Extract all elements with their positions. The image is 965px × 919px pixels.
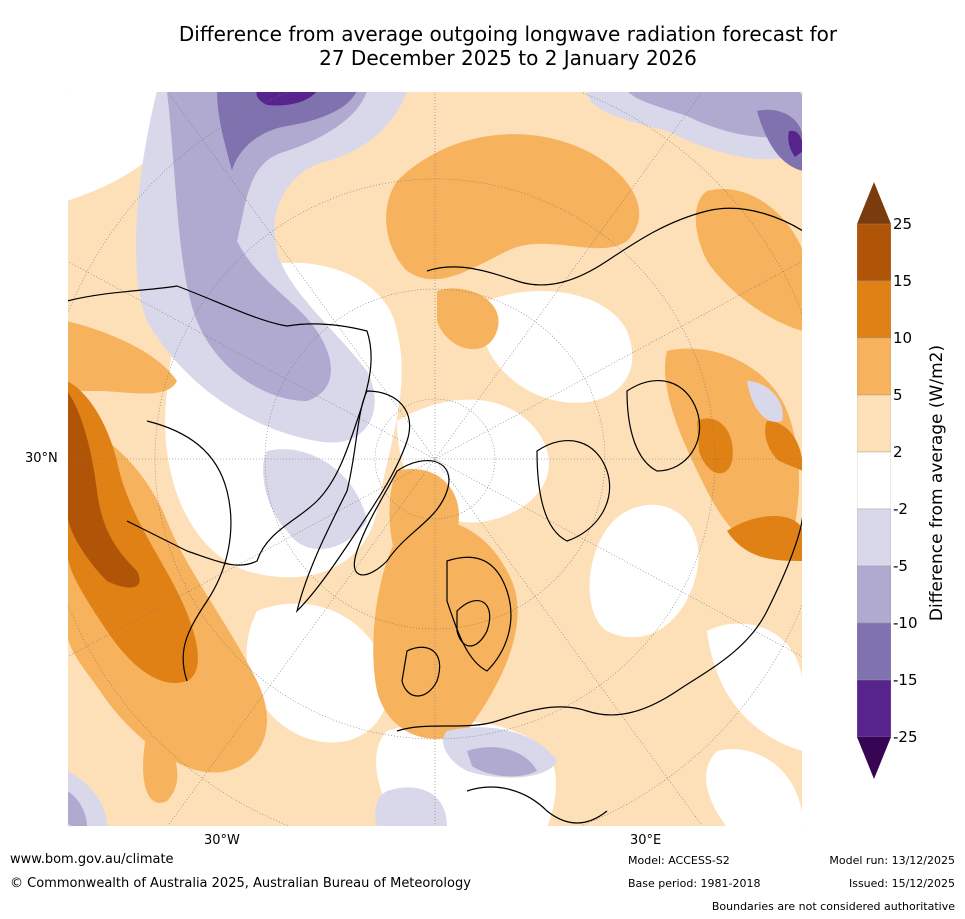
positive-15-25-regions xyxy=(67,391,140,588)
colorbar-tick-label: 2 xyxy=(893,443,903,461)
lon-label-30w: 30°W xyxy=(204,833,240,848)
disclaimer-text: Boundaries are not considered authoritat… xyxy=(711,900,955,913)
colorbar-bin xyxy=(857,337,891,396)
issued-text: Issued: 15/12/2025 xyxy=(848,877,955,890)
colorbar-bin xyxy=(857,280,891,339)
colorbar xyxy=(857,182,891,779)
colorbar-segments xyxy=(857,182,891,779)
colorbar-tick-label: -10 xyxy=(893,614,918,632)
coastlines xyxy=(67,207,803,824)
negative-15-25-regions xyxy=(256,91,803,157)
colorbar-title: Difference from average (W/m2) xyxy=(927,344,947,622)
colorbar-bin xyxy=(857,223,891,282)
colorbar-bin xyxy=(857,451,891,510)
map-frame xyxy=(67,91,803,827)
colorbar-bin xyxy=(857,622,891,681)
colorbar-extension-bottom xyxy=(857,737,891,779)
colorbar-bin xyxy=(857,679,891,738)
website-link[interactable]: www.bom.gov.au/climate xyxy=(10,852,174,867)
lat-label-30n: 30°N xyxy=(25,451,58,466)
colorbar-tick-label: 10 xyxy=(893,329,913,347)
chart-title: Difference from average outgoing longwav… xyxy=(80,22,936,70)
title-line-2: 27 December 2025 to 2 January 2026 xyxy=(319,46,697,70)
graticule xyxy=(67,91,803,827)
colorbar-tick-label: -2 xyxy=(893,500,908,518)
copyright-text: © Commonwealth of Australia 2025, Austra… xyxy=(10,876,471,891)
negative-10-15-regions xyxy=(217,91,803,171)
base-period-text: Base period: 1981-2018 xyxy=(628,877,761,890)
colorbar-tick-label: 25 xyxy=(893,215,913,233)
title-line-1: Difference from average outgoing longwav… xyxy=(178,22,838,46)
model-text: Model: ACCESS-S2 xyxy=(628,854,730,867)
negative-5-10-regions xyxy=(67,91,803,827)
colorbar-tick-label: 5 xyxy=(893,386,903,404)
model-run-text: Model run: 13/12/2025 xyxy=(829,854,955,867)
olr-anomaly-map xyxy=(67,91,803,827)
colorbar-bin xyxy=(857,508,891,567)
colorbar-bin xyxy=(857,394,891,453)
colorbar-extension-top xyxy=(857,182,891,224)
positive-10-15-regions xyxy=(67,381,803,683)
colorbar-tick-label: 15 xyxy=(893,272,913,290)
colorbar-tick-label: -25 xyxy=(893,728,918,746)
lon-label-30e: 30°E xyxy=(630,833,662,848)
colorbar-tick-label: -15 xyxy=(893,671,918,689)
colorbar-tick-label: -5 xyxy=(893,557,908,575)
colorbar-bin xyxy=(857,565,891,624)
